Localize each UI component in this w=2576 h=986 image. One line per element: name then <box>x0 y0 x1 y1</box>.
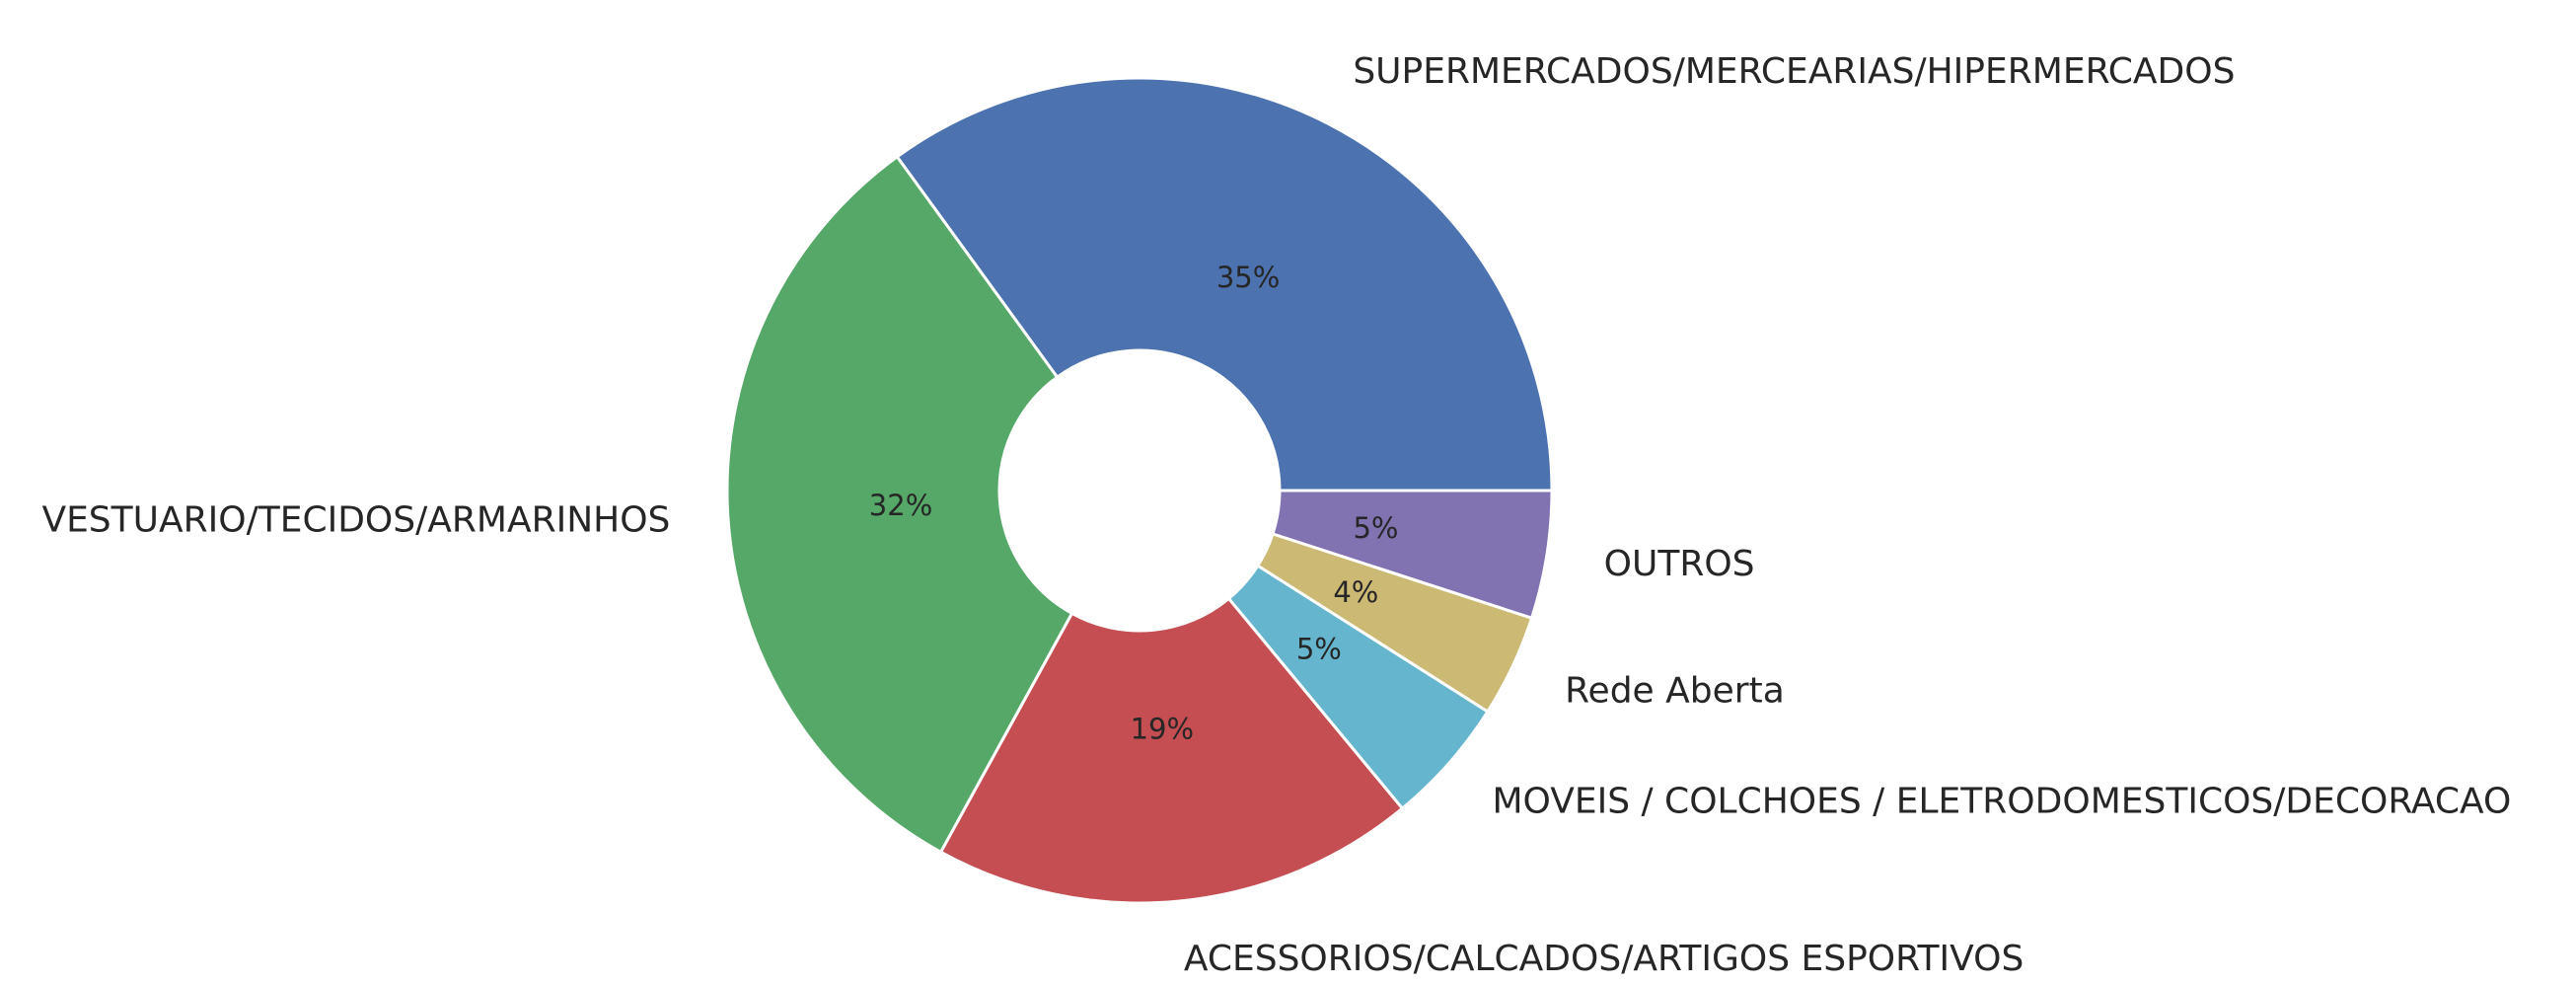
slice-supermercados-mercearias-hipermercados <box>895 76 1554 493</box>
category-label-rede-aberta: Rede Aberta <box>1565 670 1785 711</box>
category-label-supermercados-mercearias-hipermercados: SUPERMERCADOS/MERCEARIAS/HIPERMERCADOS <box>1353 51 2235 92</box>
slices-group <box>725 76 1554 905</box>
slice-vestuario-tecidos-armarinhos <box>725 155 1074 854</box>
slice-acessorios-calcados-artigos-esportivos <box>939 596 1404 905</box>
category-label-vestuario-tecidos-armarinhos: VESTUARIO/TECIDOS/ARMARINHOS <box>41 499 670 540</box>
percent-label-rede-aberta: 4% <box>1333 575 1378 609</box>
category-labels-group: SUPERMERCADOS/MERCEARIAS/HIPERMERCADOS VE… <box>41 51 2511 979</box>
percent-labels-group: 35% 32% 19% 5% 4% 5% <box>869 261 1399 745</box>
category-label-acessorios-calcados-artigos-esportivos: ACESSORIOS/CALCADOS/ARTIGOS ESPORTIVOS <box>1184 939 2024 979</box>
category-label-moveis-colchoes-eletrodomesticos-decoracao: MOVEIS / COLCHOES / ELETRODOMESTICOS/DEC… <box>1492 782 2511 822</box>
slice-outros <box>1271 489 1554 620</box>
percent-label-supermercados-mercearias-hipermercados: 35% <box>1216 261 1280 294</box>
percent-label-outros: 5% <box>1353 511 1398 545</box>
percent-label-moveis-colchoes-eletrodomesticos-decoracao: 5% <box>1296 632 1342 665</box>
percent-label-vestuario-tecidos-armarinhos: 32% <box>869 489 932 522</box>
percent-label-acessorios-calcados-artigos-esportivos: 19% <box>1131 712 1194 745</box>
category-label-outros: OUTROS <box>1604 544 1755 584</box>
